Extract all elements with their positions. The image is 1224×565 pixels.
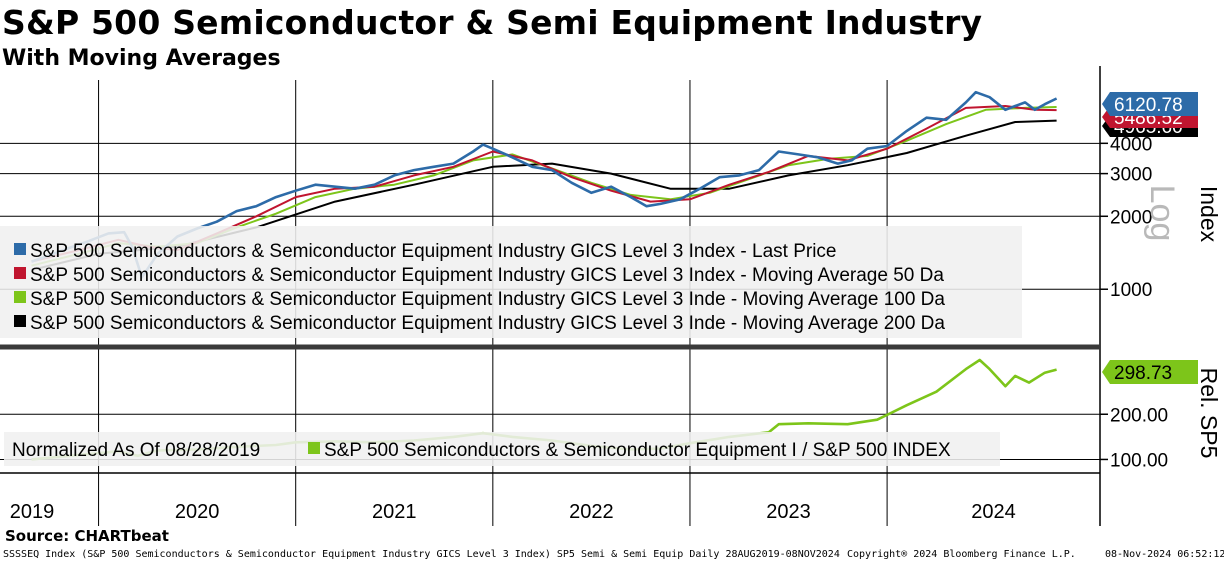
lower-legend-box bbox=[4, 432, 1000, 466]
year-label: 2020 bbox=[175, 501, 220, 523]
upper-tick-label: 4000 bbox=[1110, 134, 1152, 155]
relative-last-value-tag-bg bbox=[1102, 360, 1198, 384]
legend-ma200-label: S&P 500 Semiconductors & Semiconductor E… bbox=[30, 313, 945, 334]
upper-tick-label: 1000 bbox=[1110, 280, 1152, 301]
price-last-value-tag-bg bbox=[1102, 92, 1198, 116]
log-scale-label: Log bbox=[1143, 185, 1181, 242]
year-label: 2019 bbox=[10, 501, 55, 523]
legend-price-swatch bbox=[14, 243, 26, 255]
right-axis-background bbox=[1100, 66, 1224, 526]
legend-ma50-label: S&P 500 Semiconductors & Semiconductor E… bbox=[30, 265, 944, 286]
legend-relative-swatch bbox=[308, 442, 320, 454]
footer-timestamp: 08-Nov-2024 06:52:12 bbox=[1105, 549, 1224, 560]
footer-description: SSSSEQ Index (S&P 500 Semiconductors & S… bbox=[3, 549, 840, 560]
legend-ma100-swatch bbox=[14, 291, 26, 303]
upper-tick-label: 3000 bbox=[1110, 165, 1152, 186]
year-label: 2022 bbox=[569, 501, 614, 523]
legend-ma200-swatch bbox=[14, 315, 26, 327]
lower-axis-title: Rel. SP5 bbox=[1196, 368, 1222, 459]
legend-price-label: S&P 500 Semiconductors & Semiconductor E… bbox=[30, 241, 837, 262]
footer-copyright: Copyright® 2024 Bloomberg Finance L.P. bbox=[847, 549, 1076, 560]
chart-subtitle: With Moving Averages bbox=[2, 46, 281, 71]
year-label: 2024 bbox=[971, 501, 1016, 523]
legend-ma100-label: S&P 500 Semiconductors & Semiconductor E… bbox=[30, 289, 945, 310]
year-label: 2021 bbox=[372, 501, 417, 523]
normalized-note: Normalized As Of 08/28/2019 bbox=[12, 440, 260, 461]
relative-last-value-tag-text: 298.73 bbox=[1114, 363, 1172, 384]
year-label: 2023 bbox=[766, 501, 811, 523]
lower-tick-label: 100.00 bbox=[1110, 450, 1168, 471]
upper-axis-title: Index bbox=[1196, 186, 1222, 243]
price-last-value-tag-text: 6120.78 bbox=[1114, 95, 1183, 116]
source-label: Source: CHARTbeat bbox=[5, 527, 169, 545]
chart-title: S&P 500 Semiconductor & Semi Equipment I… bbox=[2, 3, 983, 42]
upper-legend-box bbox=[0, 226, 1022, 338]
legend-relative-label: S&P 500 Semiconductors & Semiconductor E… bbox=[324, 440, 951, 461]
legend-ma50-swatch bbox=[14, 267, 26, 279]
lower-tick-label: 200.00 bbox=[1110, 405, 1168, 426]
upper-tick-label: 2000 bbox=[1110, 207, 1152, 228]
